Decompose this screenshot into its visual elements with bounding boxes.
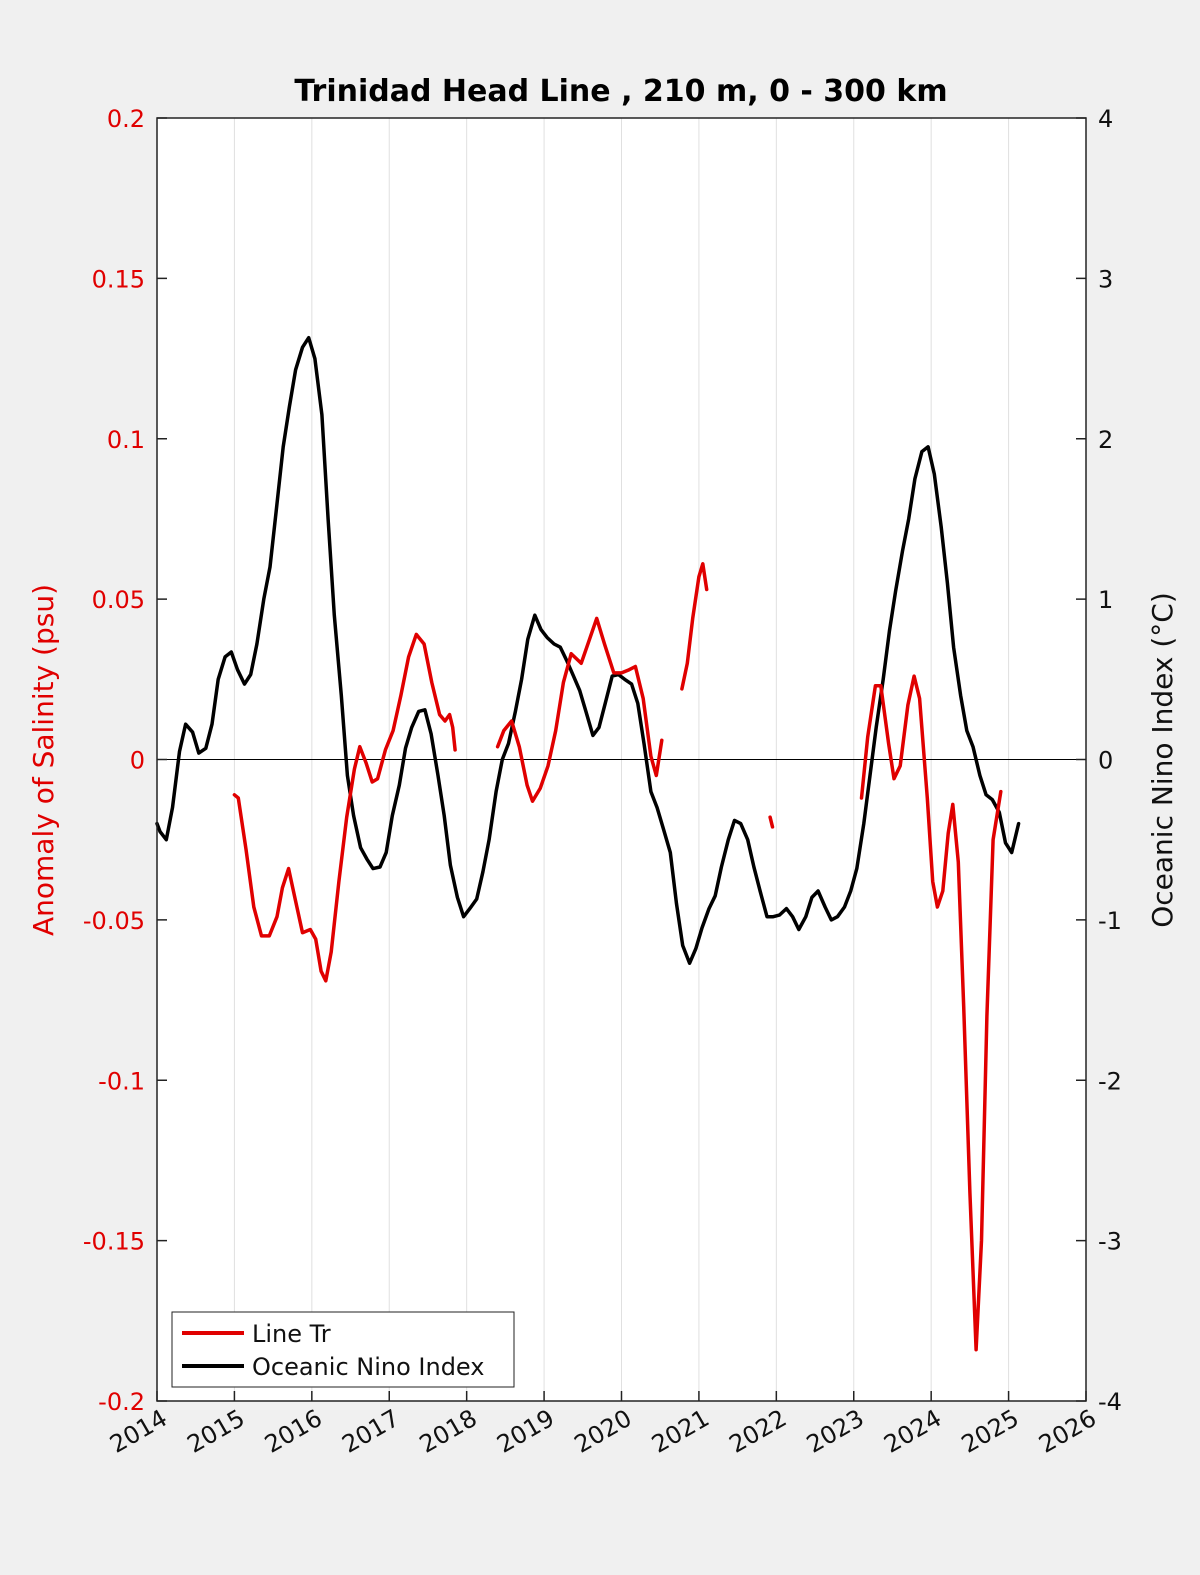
right-axis-label: Oceanic Nino Index (°C)	[1146, 592, 1179, 928]
line-tr-series-segment	[768, 815, 775, 829]
chart-title: Trinidad Head Line , 210 m, 0 - 300 km	[294, 74, 947, 109]
left-tick-label: 0.15	[92, 265, 145, 293]
line-tr-series-segment	[232, 632, 457, 983]
legend-box	[171, 1311, 515, 1388]
line-tr-series-segment	[495, 616, 664, 803]
x-tick-label: 2019	[492, 1404, 559, 1459]
x-tick-label: 2026	[1034, 1404, 1101, 1459]
x-tick-label: 2018	[415, 1404, 482, 1459]
right-tick-label: 1	[1098, 586, 1113, 614]
right-tick-label: -3	[1098, 1228, 1122, 1256]
left-tick-label: 0.2	[107, 105, 145, 133]
right-tick-label: 4	[1098, 105, 1113, 133]
line-tr-series-segment	[680, 562, 709, 691]
right-tick-label: 3	[1098, 265, 1113, 293]
x-tick-label: 2021	[647, 1404, 714, 1459]
x-tick-label: 2017	[337, 1404, 404, 1459]
right-tick-label: -2	[1098, 1067, 1122, 1095]
left-tick-label: -0.1	[98, 1067, 145, 1095]
right-tick-label: -1	[1098, 907, 1122, 935]
x-tick-label: 2015	[183, 1404, 250, 1459]
oni-series-segment	[155, 335, 1021, 965]
left-tick-label: 0.1	[107, 426, 145, 454]
series-layer	[155, 335, 1021, 1352]
x-tick-label: 2020	[570, 1404, 637, 1459]
left-tick-label: -0.2	[98, 1388, 145, 1416]
right-tick-label: 0	[1098, 747, 1113, 775]
right-tick-label: 2	[1098, 426, 1113, 454]
left-tick-label: 0.05	[92, 586, 145, 614]
left-tick-label: 0	[130, 747, 145, 775]
left-axis-label: Anomaly of Salinity (psu)	[27, 584, 60, 936]
left-tick-label: -0.15	[83, 1228, 145, 1256]
legend-label-oni: Oceanic Nino Index	[252, 1353, 484, 1381]
x-tick-label: 2016	[260, 1404, 327, 1459]
x-tick-label: 2024	[879, 1404, 946, 1459]
legend: Line Tr Oceanic Nino Index	[171, 1311, 515, 1388]
left-tick-label: -0.05	[83, 907, 145, 935]
x-tick-label: 2023	[802, 1404, 869, 1459]
right-tick-label: -4	[1098, 1388, 1122, 1416]
x-tick-label: 2025	[957, 1404, 1024, 1459]
legend-label-line-tr: Line Tr	[252, 1320, 331, 1348]
line-tr-series-segment	[859, 674, 1003, 1352]
x-tick-label: 2022	[724, 1404, 791, 1459]
